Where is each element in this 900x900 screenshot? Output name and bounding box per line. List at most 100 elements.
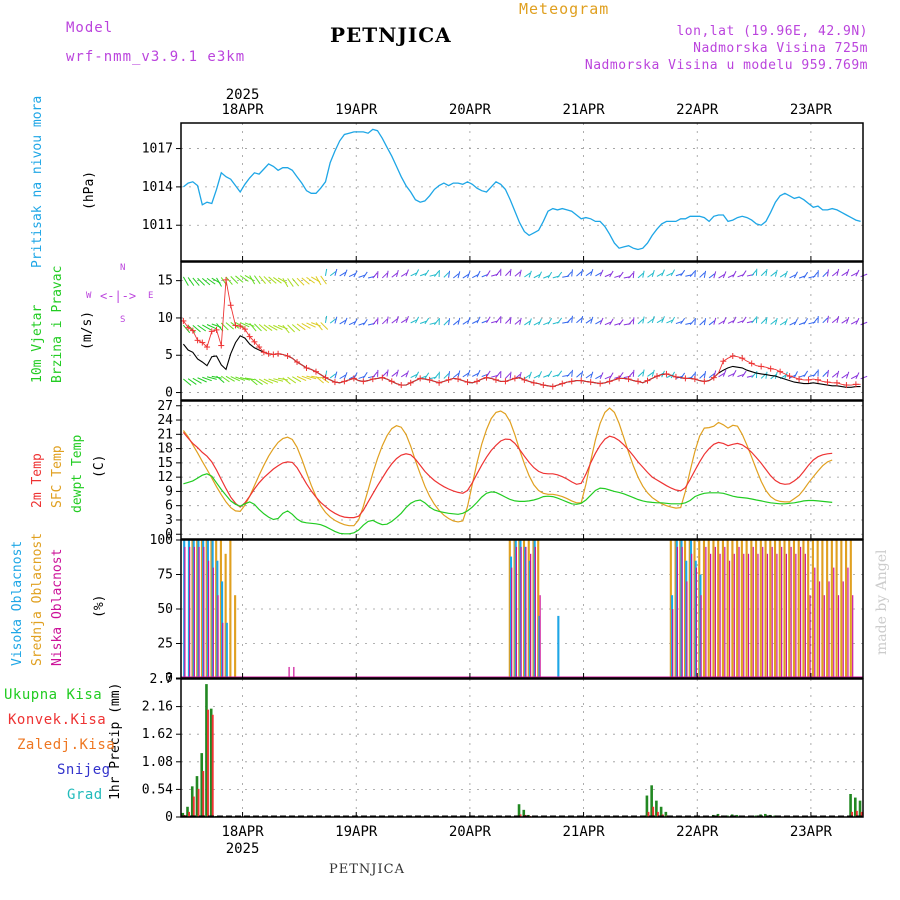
- wind-barb: [524, 374, 531, 380]
- wind-barb: [618, 271, 624, 279]
- cloud-bar-low: [520, 546, 522, 678]
- date-label-top: 22APR: [676, 102, 719, 118]
- wind-barb: [216, 277, 222, 287]
- wind-barb: [467, 369, 471, 377]
- wind-barb: [495, 317, 501, 324]
- dewpoint-line: [183, 473, 833, 535]
- wind-barb: [320, 275, 327, 285]
- cloud-bar-mid: [769, 540, 772, 678]
- cloud-bar-low: [847, 567, 849, 678]
- wind-barb: [239, 275, 249, 282]
- wind-barb: [831, 271, 838, 277]
- wind-barb: [699, 319, 706, 326]
- compass-e: E: [148, 291, 154, 301]
- wind-barb: [306, 375, 317, 380]
- wind-barb: [789, 274, 797, 279]
- cloud-bar-low: [681, 546, 683, 678]
- wind-barb: [197, 277, 206, 286]
- wind-barb: [268, 324, 278, 331]
- wind-barb: [192, 325, 201, 333]
- wind-barb: [201, 278, 211, 286]
- cloud-bar-low: [525, 546, 527, 678]
- cloud-bar-low: [198, 546, 200, 678]
- wind-barb: [793, 371, 798, 378]
- wind-barb: [632, 369, 635, 377]
- wind-barb: [822, 371, 829, 377]
- cloud-bar-mid: [693, 540, 696, 678]
- wind-barb: [396, 315, 399, 324]
- cloud-bar-mid: [215, 540, 218, 678]
- precip-total-bar: [650, 785, 653, 817]
- wind-barb: [845, 269, 850, 276]
- wind-barb: [533, 321, 541, 326]
- grid-layer: [181, 123, 863, 818]
- wind-barb: [462, 372, 469, 378]
- precip-total-bar: [209, 708, 213, 817]
- cloud-bar-low: [714, 546, 716, 678]
- cloud-bar-low: [676, 546, 679, 678]
- cloud-bar-mid: [797, 540, 800, 678]
- cloud-bar-mid: [707, 540, 710, 678]
- wind-barb: [282, 324, 290, 334]
- wind-barb: [647, 272, 654, 278]
- wind-barb: [443, 373, 450, 379]
- wind-barb: [505, 372, 511, 379]
- cloud-bar-high: [509, 556, 513, 678]
- cloud-unit: (%): [92, 594, 107, 618]
- cloud-side-label-1: Visoka Oblacnost: [10, 540, 25, 666]
- wind-barb: [400, 272, 408, 277]
- panel-frame-4: [180, 678, 864, 818]
- ytick-label: 1.08: [142, 755, 173, 770]
- cloud-bar-low: [705, 546, 707, 678]
- cloud-bar-high: [675, 540, 678, 678]
- wind-barb: [599, 269, 604, 277]
- wind-barb: [699, 272, 706, 278]
- precip-total-bar: [655, 800, 658, 817]
- wind-barb: [386, 270, 389, 278]
- cloud-bar-high: [211, 540, 214, 678]
- wind-barb: [642, 369, 645, 377]
- precip-convective-bar: [855, 810, 858, 817]
- ytick-label: 9: [165, 484, 173, 499]
- wind-barb: [524, 272, 531, 278]
- wind-unit: (m/s): [80, 310, 95, 350]
- wind-barb: [751, 270, 757, 277]
- wind-barb: [576, 372, 583, 378]
- cloud-bar-low: [515, 546, 518, 678]
- cloud-bar-high: [206, 540, 209, 678]
- wind-barb: [656, 318, 664, 324]
- wind-barb: [334, 371, 338, 379]
- wind-barb: [306, 276, 315, 284]
- cloud-bar-low: [288, 666, 290, 678]
- wind-barb: [414, 371, 420, 379]
- wind-barb: [845, 371, 850, 379]
- wind-barb: [765, 317, 768, 325]
- cloud-bar-high: [689, 540, 693, 678]
- wind-barb: [604, 273, 612, 278]
- wind-barb: [779, 272, 787, 278]
- wind-barb: [187, 277, 195, 286]
- wind-barb: [315, 376, 324, 384]
- wind-barb: [547, 271, 553, 279]
- wind-barb: [424, 372, 430, 379]
- cloud-bar-mid: [674, 540, 677, 678]
- wind-barb: [448, 270, 451, 278]
- cloud-bar-low: [823, 595, 825, 678]
- wind-barb: [519, 269, 522, 277]
- wind-barb: [197, 324, 207, 332]
- cloud-bar-mid: [849, 540, 852, 678]
- wind-barb: [609, 372, 614, 379]
- panel-frame-1: [180, 261, 864, 401]
- wind-barb: [386, 369, 389, 377]
- wind-barb: [268, 378, 279, 383]
- wind-barb: [183, 378, 192, 386]
- cloud-bar-mid: [191, 540, 194, 678]
- precip-total-bar: [664, 811, 668, 817]
- wind-barb: [230, 376, 241, 382]
- wind-barb: [239, 322, 250, 328]
- wind-barb: [576, 271, 583, 277]
- wind-barb: [722, 369, 727, 377]
- wind-barb: [514, 271, 521, 277]
- precip-convective-bar: [197, 788, 200, 817]
- wind-barb: [453, 320, 460, 326]
